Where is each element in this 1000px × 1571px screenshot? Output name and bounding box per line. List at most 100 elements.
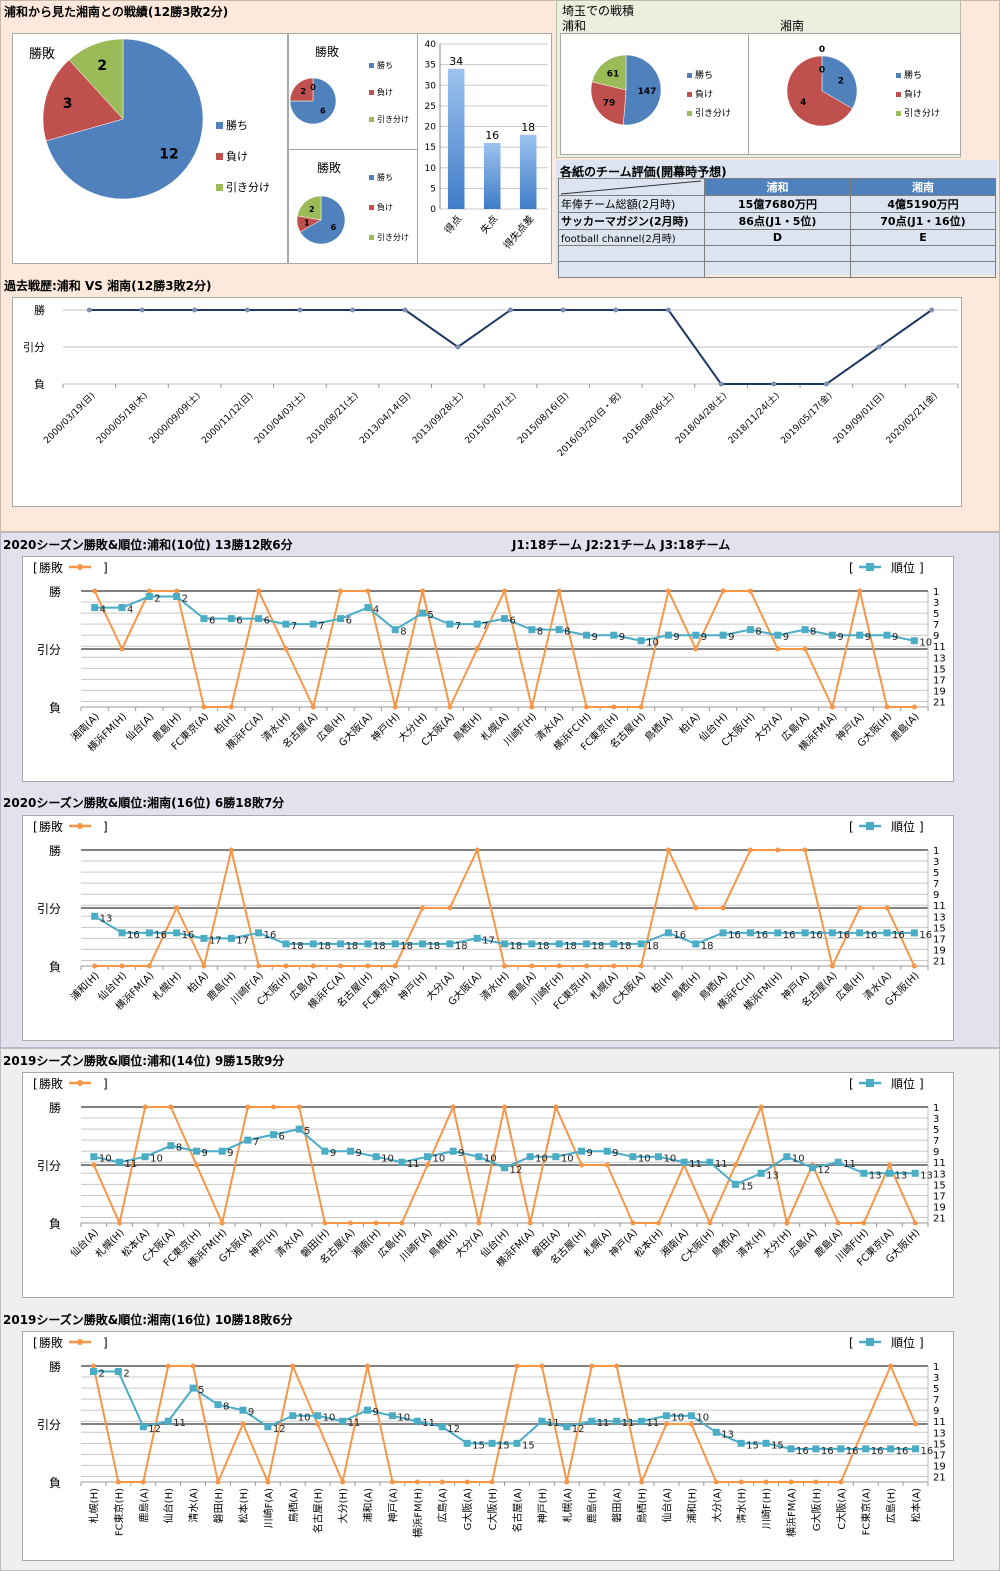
rank-point: [200, 934, 208, 942]
result-point: [447, 704, 453, 710]
result-point: [190, 1363, 196, 1369]
legend-label: 引き分け: [695, 108, 731, 119]
x-label: 鹿島(A): [137, 1488, 150, 1523]
rank-point: [337, 615, 345, 623]
legend-result-marker: [77, 564, 83, 570]
rank-data-label: 9: [227, 1148, 233, 1159]
y-label-result: 引分: [37, 1159, 61, 1173]
legend-bracket-close: ]: [103, 1077, 108, 1091]
legend-bracket-close: ]: [103, 561, 108, 575]
rank-point: [610, 631, 618, 639]
legend-rank-label: 順位: [891, 819, 915, 834]
history-x-label: 2019/05/17(金): [778, 390, 835, 447]
rank-point: [687, 1412, 695, 1420]
result-point: [392, 704, 398, 710]
legend-swatch: [687, 73, 692, 78]
rank-data-label: 15: [771, 1440, 784, 1451]
rank-data-label: 7: [455, 621, 461, 632]
result-point: [529, 963, 535, 969]
result-point: [474, 646, 480, 652]
rank-point: [91, 912, 99, 920]
rank-point: [912, 1445, 920, 1453]
result-point: [414, 1479, 420, 1485]
y-label-result: 勝: [49, 584, 61, 599]
pie-data-label: 2: [309, 205, 315, 214]
bar-0: [447, 68, 465, 209]
result-point: [338, 588, 344, 594]
rank-data-label: 11: [422, 1418, 435, 1429]
legend-label: 負け: [377, 202, 393, 212]
result-point: [688, 1421, 694, 1427]
season-2020-shonan-title: 2020シーズン勝敗&順位:湘南(16位) 6勝18敗7分: [3, 796, 285, 810]
rank-point: [227, 934, 235, 942]
rank-point: [638, 1417, 646, 1425]
history-point: [402, 307, 408, 313]
legend-swatch: [369, 90, 374, 95]
rank-point: [473, 934, 481, 942]
evaluation-row-label: [558, 261, 705, 278]
evaluation-row-shonan: 70点(J1・16位): [850, 212, 996, 230]
history-x-label: 2018/11/24(土): [725, 390, 782, 447]
x-label: 仙台(H): [162, 1488, 175, 1523]
rank-data-label: 7: [318, 621, 324, 632]
legend-rank-marker: [866, 1338, 874, 1346]
y-label-rank: 17: [933, 1450, 946, 1461]
y-label-rank: 3: [933, 1373, 939, 1384]
result-point: [579, 1162, 584, 1168]
y-label-rank: 17: [933, 934, 946, 945]
rank-data-label: 13: [895, 1170, 908, 1181]
legend-label: 勝ち: [377, 60, 393, 70]
rank-point: [746, 626, 754, 634]
pie-slice-loss: [289, 77, 314, 102]
x-label: 鹿島(A): [888, 710, 922, 744]
x-label: 名古屋(A): [511, 1488, 524, 1533]
y-label-rank: 7: [933, 1395, 939, 1406]
pie-slice-win: [45, 38, 204, 200]
rank-point: [282, 940, 290, 948]
legend-rank-marker: [866, 1079, 874, 1087]
rank-data-label: 11: [843, 1159, 856, 1170]
result-point: [784, 1220, 790, 1226]
rank-data-label: 13: [721, 1429, 734, 1440]
evaluation-row-label: サッカーマガジン(2月時): [558, 212, 705, 230]
rank-point: [227, 615, 235, 623]
history-point: [192, 307, 198, 313]
rank-data-label: 13: [100, 913, 113, 924]
result-point: [913, 1421, 919, 1427]
y-label-rank: 11: [933, 1158, 946, 1169]
history-x-label: 2000/03/19(日): [42, 390, 98, 446]
result-point: [310, 963, 316, 969]
rank-point: [787, 1445, 795, 1453]
x-label: 大分(A): [751, 710, 785, 744]
rank-data-label: 18: [591, 941, 604, 952]
result-point: [228, 704, 234, 710]
y-label-rank: 21: [933, 1472, 946, 1483]
history-y-label: 勝: [34, 303, 45, 317]
rank-data-label: 10: [792, 1154, 805, 1165]
rank-data-label: 9: [728, 632, 734, 643]
rank-data-label: 9: [837, 632, 843, 643]
legend-label: 勝ち: [904, 69, 922, 81]
pie-slice-loss: [42, 59, 124, 142]
evaluation-row-label: football channel(2月時): [558, 229, 705, 246]
result-point: [245, 1104, 251, 1110]
rank-point: [438, 1423, 446, 1431]
rank-point: [309, 620, 317, 628]
evaluation-title: 各紙のチーム評価(開幕時予想): [560, 165, 727, 179]
legend-rank-marker: [866, 563, 874, 571]
history-x-label: 2000/09/09(土): [146, 390, 203, 447]
history-title: 過去戦歴:浦和 VS 湘南(12勝3敗2分): [4, 279, 212, 293]
rank-point: [321, 1147, 329, 1155]
history-box: 勝引分負 2000/03/19(日) 2000/05/18(木) 2000/09/09…: [12, 297, 962, 507]
legend-bracket-open: [: [33, 561, 38, 575]
saitama-label-shonan: 湘南: [780, 19, 805, 33]
rank-point: [463, 1439, 471, 1447]
result-point: [439, 1479, 445, 1485]
result-point: [583, 963, 589, 969]
diagonal-line: [560, 180, 702, 195]
result-point: [556, 588, 562, 594]
y-label-rank: 7: [933, 1136, 939, 1147]
rank-data-label: 13: [869, 1170, 882, 1181]
result-point: [201, 704, 207, 710]
